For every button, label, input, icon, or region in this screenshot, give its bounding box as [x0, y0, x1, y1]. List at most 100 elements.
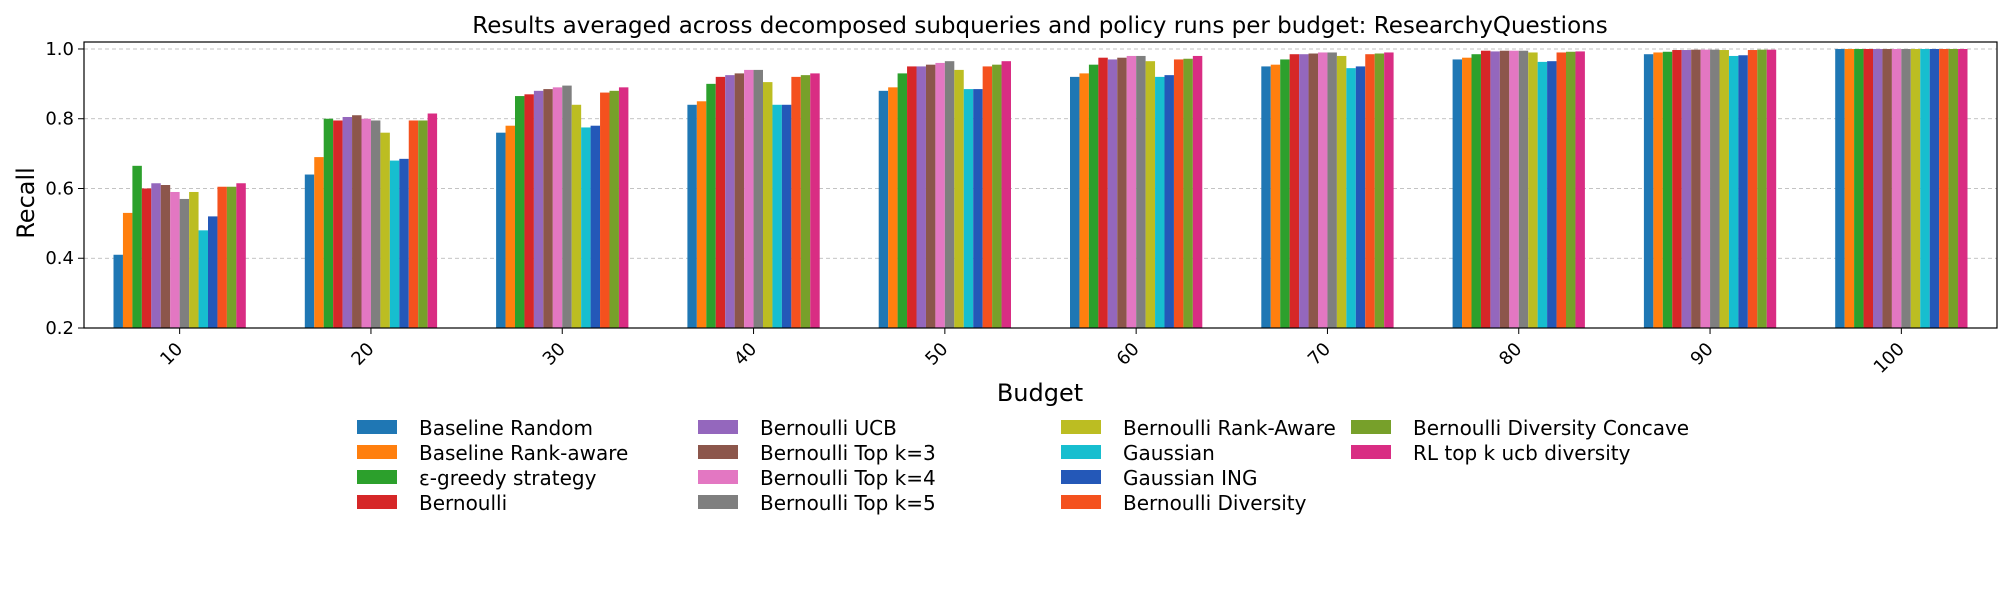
bar [122, 212, 133, 328]
bar [496, 132, 506, 328]
bar [408, 120, 419, 328]
legend-label: ε-greedy strategy [419, 466, 597, 490]
bar [973, 89, 983, 329]
bar [753, 69, 763, 328]
bar [141, 188, 152, 328]
bar [1117, 57, 1127, 328]
bar [1079, 73, 1089, 328]
bar [954, 69, 964, 328]
legend-swatch [1351, 445, 1391, 459]
bar [418, 120, 428, 328]
bar [208, 216, 218, 328]
bar [696, 101, 707, 328]
x-axis-label: Budget [997, 379, 1083, 407]
bar [1173, 59, 1184, 328]
bar [1757, 49, 1767, 329]
bar [1556, 52, 1566, 329]
bar [1672, 50, 1682, 329]
legend-swatch [357, 445, 397, 459]
y-tick-label: 0.6 [45, 178, 74, 199]
legend-item: Bernoulli Top k=5 [698, 491, 936, 515]
bar [1882, 48, 1892, 328]
bar [1462, 57, 1472, 328]
bar [198, 230, 208, 328]
legend-label: Bernoulli [419, 491, 507, 515]
y-axis-label: Recall [12, 167, 40, 239]
legend-label: Gaussian ING [1123, 466, 1257, 490]
bar [515, 96, 525, 328]
bar [1681, 50, 1692, 329]
bar [189, 191, 199, 328]
bar [1471, 54, 1481, 329]
bars-group [113, 48, 1968, 329]
bar [1537, 61, 1548, 328]
bar [715, 76, 726, 328]
bar [533, 90, 544, 328]
bar [1547, 61, 1557, 329]
bar [1384, 52, 1394, 329]
bar [925, 64, 936, 329]
legend-item: RL top k ucb diversity [1351, 441, 1631, 465]
legend-item: Bernoulli Top k=4 [698, 466, 936, 490]
bar [1873, 48, 1883, 328]
bar [734, 73, 745, 328]
bar [304, 174, 315, 328]
bar [543, 89, 553, 329]
legend-swatch [357, 495, 397, 509]
bar [1929, 48, 1940, 328]
plot-frame [83, 41, 1998, 329]
legend-label: RL top k ucb diversity [1413, 441, 1631, 465]
legend-swatch [357, 420, 397, 434]
bar [1183, 58, 1193, 329]
bar [1126, 55, 1137, 328]
bar [389, 160, 400, 328]
x-tick-label: 80 [1495, 339, 1526, 370]
bar [744, 69, 754, 328]
bar [314, 157, 324, 328]
bar [552, 87, 563, 328]
legend-item: Bernoulli Top k=3 [698, 441, 936, 465]
bar [113, 254, 123, 328]
bar [1318, 52, 1328, 329]
bar [618, 87, 629, 328]
bar [427, 113, 438, 328]
bar [1308, 53, 1318, 328]
x-tick-label: 10 [156, 339, 187, 370]
bar [992, 64, 1002, 329]
legend-item: Baseline Random [357, 416, 593, 440]
bar [370, 120, 381, 328]
bar [1346, 68, 1356, 328]
bar [1700, 49, 1711, 329]
legend-item: Bernoulli Rank-Aware [1061, 416, 1336, 440]
x-axis-ticks: 10 20 30 40 50 60 70 80 90 100 [156, 328, 1909, 378]
bar [1261, 66, 1271, 328]
bar [1070, 76, 1080, 328]
bar [1499, 50, 1510, 328]
y-axis-ticks: 0.2 0.4 0.6 0.8 1.0 [45, 39, 84, 339]
bar [791, 76, 801, 328]
bar [1270, 64, 1281, 329]
bar [1575, 51, 1585, 328]
bar [1355, 66, 1366, 328]
legend-label: Gaussian [1123, 441, 1215, 465]
bar [781, 104, 792, 328]
bar [1719, 50, 1729, 329]
bar [1136, 55, 1146, 328]
bar [600, 92, 610, 328]
bar [1374, 53, 1385, 328]
bar [1155, 76, 1165, 328]
bar [1098, 57, 1108, 328]
x-tick-label: 20 [347, 339, 378, 370]
bar [361, 118, 371, 328]
bar [160, 185, 171, 328]
bar [1509, 50, 1519, 328]
bar [963, 89, 974, 329]
bar [380, 132, 390, 328]
bar [333, 120, 343, 328]
legend-label: Bernoulli Top k=5 [760, 491, 936, 515]
legend-item: Gaussian ING [1061, 466, 1257, 490]
y-tick-label: 1.0 [45, 39, 74, 60]
bar [1001, 61, 1011, 329]
bar [800, 75, 811, 328]
